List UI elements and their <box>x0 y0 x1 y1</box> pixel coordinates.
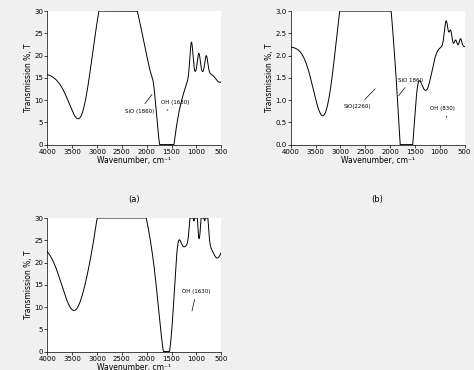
Y-axis label: Transmission %, T: Transmission %, T <box>265 44 274 112</box>
X-axis label: Wavenumber, cm⁻¹: Wavenumber, cm⁻¹ <box>341 156 415 165</box>
Y-axis label: Transmission %, T: Transmission %, T <box>24 250 33 319</box>
X-axis label: Wavenumber, cm⁻¹: Wavenumber, cm⁻¹ <box>97 363 171 370</box>
Text: OH (830): OH (830) <box>430 105 455 118</box>
Text: SiO (1860): SiO (1860) <box>125 94 154 114</box>
Text: OH (1630): OH (1630) <box>161 100 189 111</box>
Text: SiO 1860: SiO 1860 <box>398 78 423 96</box>
Text: SiO(2260): SiO(2260) <box>344 89 375 109</box>
Text: (a): (a) <box>128 195 140 204</box>
Text: (b): (b) <box>372 195 383 204</box>
Y-axis label: Transmission %, T: Transmission %, T <box>24 44 33 112</box>
Text: OH (1630): OH (1630) <box>182 289 210 311</box>
X-axis label: Wavenumber, cm⁻¹: Wavenumber, cm⁻¹ <box>97 156 171 165</box>
